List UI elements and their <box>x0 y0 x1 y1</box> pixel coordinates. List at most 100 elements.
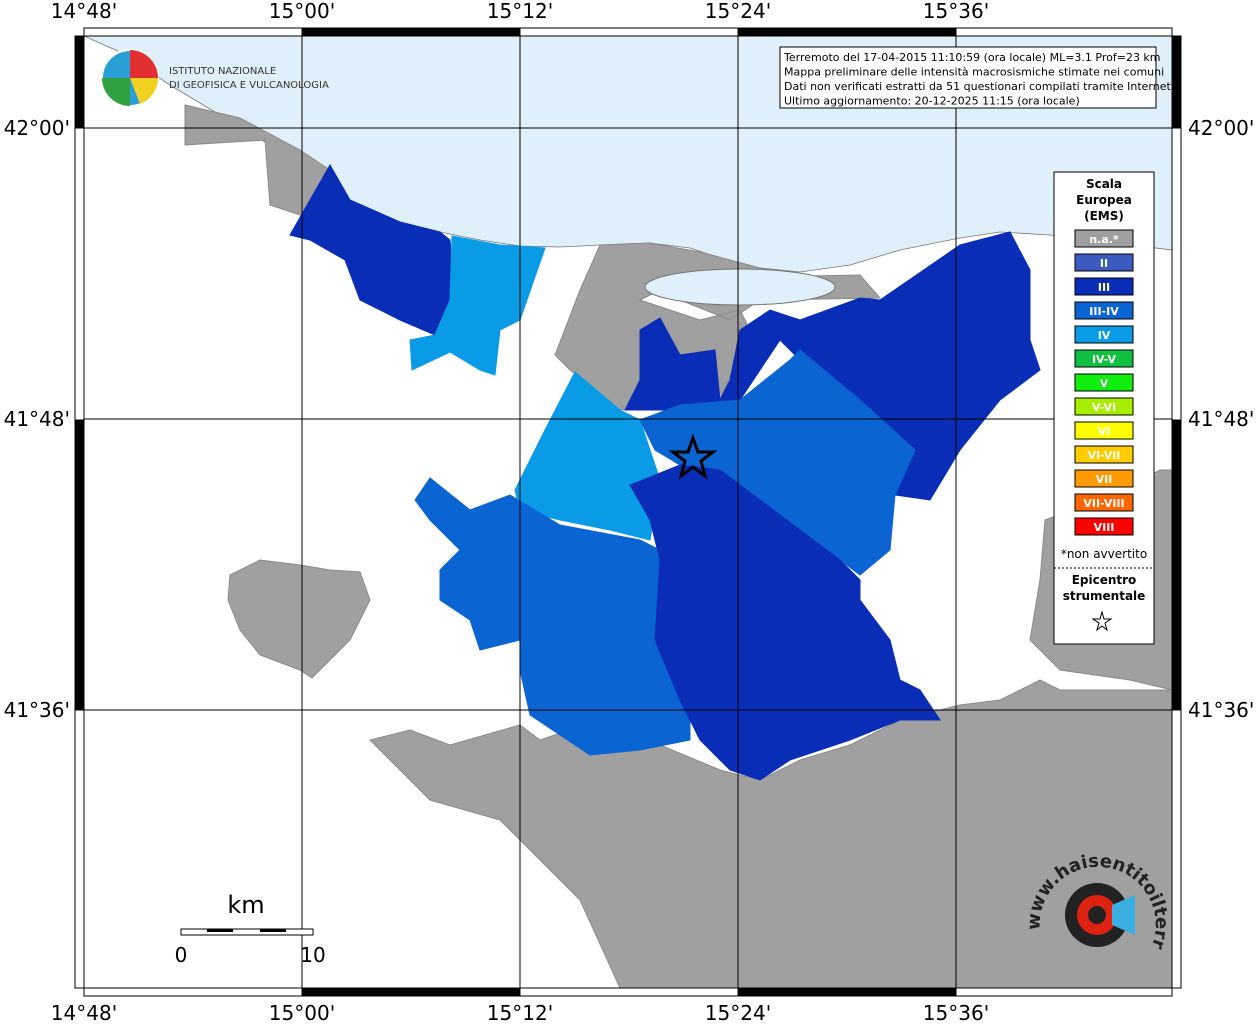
legend-swatch <box>1074 517 1134 536</box>
border-segment <box>301 987 521 997</box>
legend-star <box>1091 610 1113 632</box>
legend-label: III <box>1098 281 1110 294</box>
lat-label: 41°36' <box>1188 698 1254 722</box>
legend-swatch <box>1074 349 1134 368</box>
lat-label: 41°48' <box>4 407 70 431</box>
border-segment <box>74 709 85 989</box>
map-border <box>74 27 1182 997</box>
lat-label: 42°00' <box>1188 116 1254 140</box>
border-segment <box>1171 419 1182 711</box>
legend-label: V-VI <box>1092 401 1116 414</box>
legend-swatch <box>1074 421 1134 440</box>
scale-bar-segment <box>260 929 286 932</box>
lon-label: 15°24' <box>705 0 771 23</box>
region <box>409 235 546 376</box>
logo-sector <box>102 78 130 106</box>
border-segment <box>737 987 957 997</box>
graticule <box>83 36 1172 988</box>
ingv-logo: ISTITUTO NAZIONALE DI GEOFISICA E VULCAN… <box>101 49 329 107</box>
border-segment <box>519 987 739 997</box>
border-segment <box>74 127 85 421</box>
border-segment <box>955 27 1173 37</box>
legend-title: (EMS) <box>1084 209 1124 223</box>
border-segment <box>1171 127 1182 421</box>
logo-sector <box>130 78 158 104</box>
lat-label: 41°36' <box>4 698 70 722</box>
lon-label: 14°48' <box>51 1001 117 1024</box>
lon-label: 15°00' <box>269 0 335 23</box>
lon-label: 15°36' <box>923 1001 989 1024</box>
legend-label: VII-VIII <box>1083 497 1124 510</box>
border-segment <box>83 987 303 997</box>
legend-label: VI-VII <box>1087 449 1120 462</box>
epicenter-star <box>668 433 718 480</box>
scale-tick-label: 0 <box>175 943 188 967</box>
legend-swatch <box>1074 445 1134 464</box>
scale-bar-segment <box>207 929 233 932</box>
legend-label: III-IV <box>1089 305 1119 318</box>
lon-label: 15°12' <box>487 0 553 23</box>
border-segment <box>74 419 85 711</box>
lon-label: 14°48' <box>51 0 117 23</box>
region <box>624 231 1041 501</box>
lon-label: 15°12' <box>487 1001 553 1024</box>
border-segment <box>519 27 739 37</box>
logo-text: DI GEOFISICA E VULCANOLOGIA <box>169 80 329 91</box>
legend-swatch <box>1074 373 1134 392</box>
legend-swatch <box>1074 397 1134 416</box>
lon-label: 15°36' <box>923 0 989 23</box>
scale-tick-label: 10 <box>300 943 325 967</box>
lagoon <box>644 268 836 306</box>
border-segment <box>955 987 1173 997</box>
lat-label: 41°48' <box>1188 407 1254 431</box>
legend: ScalaEuropea(EMS)n.a.*IIIIIIII-IVIVIV-VV… <box>1054 177 1154 632</box>
legend-swatch <box>1074 301 1134 320</box>
coordinate-labels: 14°48' 14°48' 15°00' 15°00' 15°12' 15°12' 15°2… <box>4 0 1255 1025</box>
info-lines: Terremoto del 17-04-2015 11:10:59 (ora l… <box>783 51 1174 108</box>
info-line: Mappa preliminare delle intensità macros… <box>784 66 1164 79</box>
legend-title: Scala <box>1086 177 1122 191</box>
scale-bar: km 0 10 <box>175 891 326 967</box>
scale-bar-frame <box>180 928 314 936</box>
region <box>414 477 691 756</box>
legend-label: V <box>1100 377 1109 390</box>
legend-swatch <box>1074 469 1134 488</box>
info-line: Terremoto del 17-04-2015 11:10:59 (ora l… <box>783 51 1161 64</box>
legend-swatch <box>1074 277 1134 296</box>
legend-swatch <box>1074 229 1134 248</box>
border-segment <box>74 35 85 129</box>
legend-label: n.a.* <box>1089 233 1119 246</box>
border-segment <box>83 27 303 37</box>
legend-epicenter: strumentale <box>1063 589 1146 603</box>
lon-label: 15°24' <box>705 1001 771 1024</box>
logo-speaker <box>1112 895 1135 935</box>
legend-epicenter: Epicentro <box>1072 573 1137 587</box>
legend-label: VIII <box>1094 521 1115 534</box>
border-segment <box>737 27 957 37</box>
logo-text: ISTITUTO NAZIONALE <box>169 66 276 77</box>
info-line: Dati non verificati estratti da 51 quest… <box>784 80 1174 93</box>
legend-label: II <box>1100 257 1108 270</box>
legend-swatch <box>1074 493 1134 512</box>
legend-label: IV <box>1098 329 1111 342</box>
legend-label: IV-V <box>1092 353 1117 366</box>
region <box>629 464 941 781</box>
info-box <box>779 46 1157 109</box>
lon-label: 15°00' <box>269 1001 335 1024</box>
region <box>514 371 661 541</box>
legend-swatch <box>1074 325 1134 344</box>
region <box>227 559 371 679</box>
legend-swatch <box>1074 253 1134 272</box>
border-segment <box>1171 709 1182 989</box>
legend-note: *non avvertito <box>1061 547 1147 561</box>
legend-title: Europea <box>1076 193 1132 207</box>
region <box>369 679 1173 989</box>
info-line: Ultimo aggiornamento: 20-12-2025 11:15 (… <box>784 95 1080 108</box>
scale-unit: km <box>227 891 264 919</box>
legend-label: VI <box>1098 425 1111 438</box>
logo-sector <box>130 50 158 78</box>
legend-label: VII <box>1096 473 1113 486</box>
logo-target <box>1088 906 1106 924</box>
